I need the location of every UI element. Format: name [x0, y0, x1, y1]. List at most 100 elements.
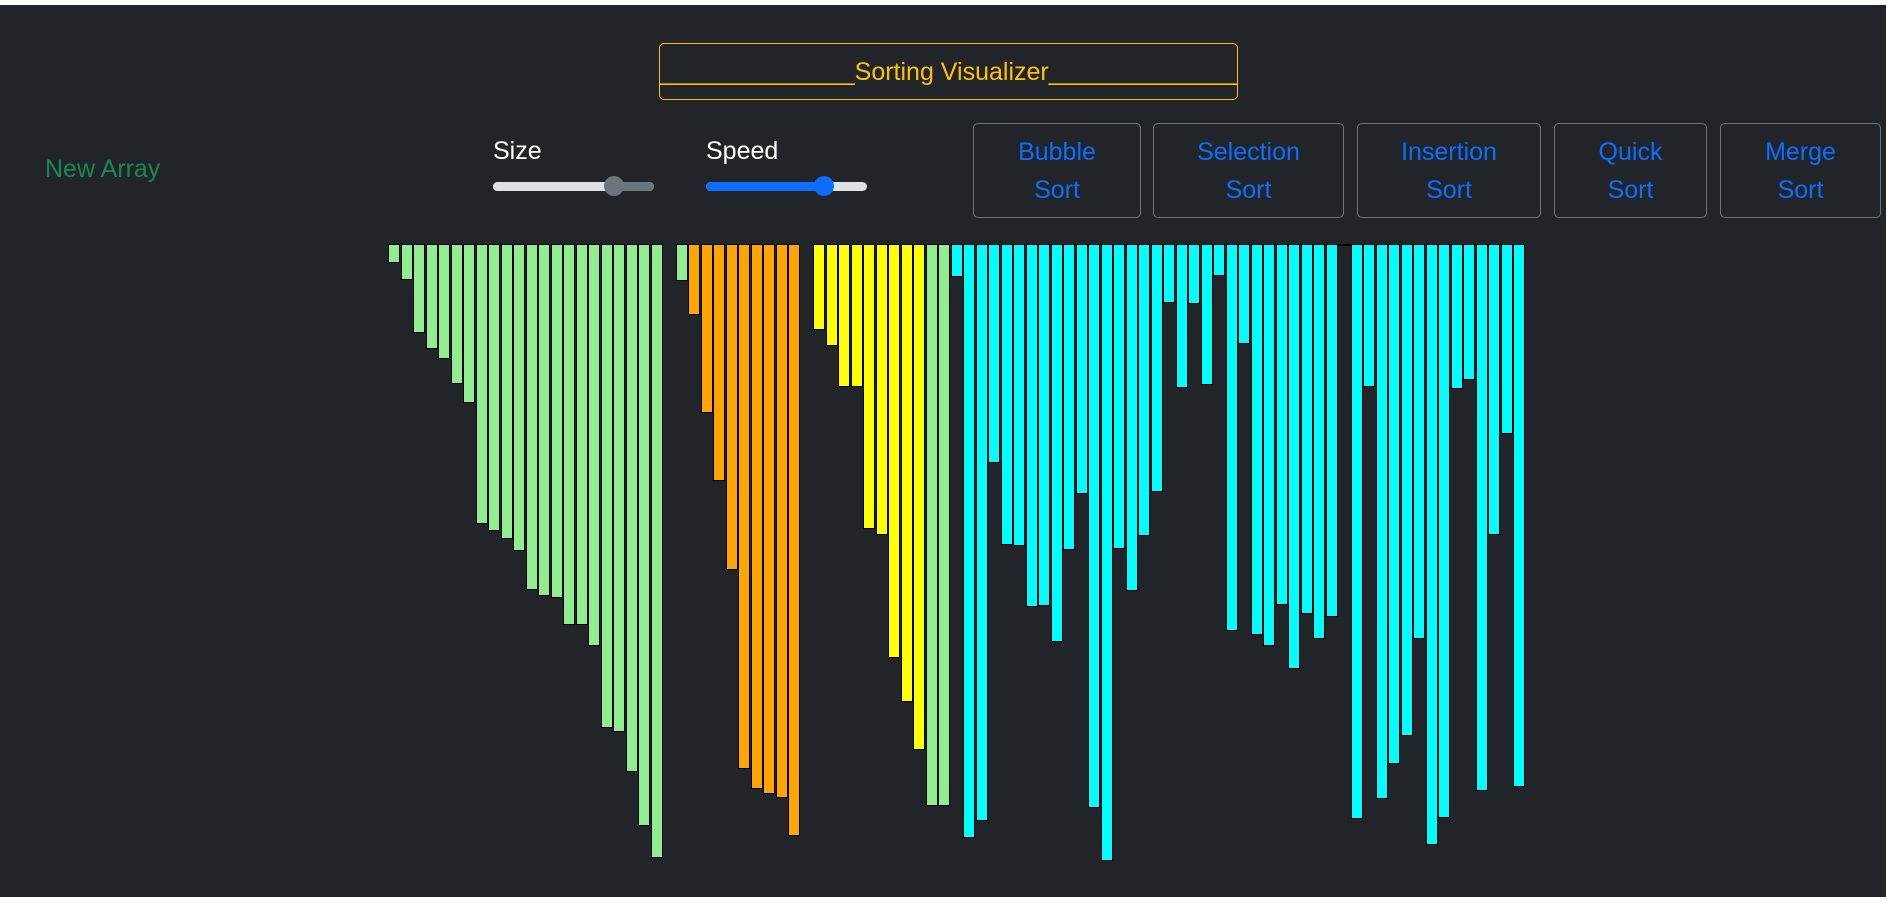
array-bar [963, 244, 975, 838]
array-bar [450, 244, 463, 384]
size-slider-thumb[interactable] [603, 176, 624, 196]
array-bar [1500, 244, 1513, 434]
array-bar [1375, 244, 1388, 799]
array-bar [1200, 244, 1213, 385]
array-bar [813, 244, 825, 330]
array-bar [1325, 244, 1338, 617]
array-bar [1438, 244, 1450, 818]
button-label-line1: Selection [1197, 137, 1300, 166]
array-bar [938, 244, 950, 806]
array-bar [1338, 244, 1350, 246]
array-bar [1113, 244, 1125, 549]
insertion-sort-button[interactable]: Insertion Sort [1357, 123, 1541, 218]
array-bar [1288, 244, 1300, 669]
size-slider[interactable] [493, 176, 654, 196]
app-window: ______________Sorting Visualizer________… [0, 5, 1886, 897]
array-bar [1313, 244, 1325, 639]
array-bar [1188, 244, 1200, 304]
array-bar [600, 244, 613, 728]
array-bar [500, 244, 513, 539]
array-bar [1263, 244, 1275, 646]
array-bar [850, 244, 863, 387]
array-bar [388, 244, 400, 263]
button-label-line1: Quick [1598, 137, 1663, 166]
array-bar [788, 244, 800, 836]
array-bar [513, 244, 525, 551]
array-bar [475, 244, 488, 524]
size-slider-fill [493, 182, 614, 191]
array-bar [613, 244, 625, 732]
array-bar [538, 244, 550, 596]
array-bar [713, 244, 725, 481]
quick-sort-button[interactable]: Quick Sort [1554, 123, 1707, 218]
array-bar [1175, 244, 1188, 388]
button-label-line2: Sort [1777, 175, 1824, 204]
array-bar [725, 244, 738, 570]
new-array-button[interactable]: New Array [45, 155, 161, 183]
array-bar [913, 244, 925, 750]
size-label: Size [493, 137, 542, 165]
array-bar [900, 244, 913, 702]
speed-slider[interactable] [706, 176, 867, 196]
array-bar [1225, 244, 1238, 631]
array-bar [863, 244, 875, 529]
array-bar [525, 244, 538, 590]
speed-slider-fill [706, 182, 824, 191]
array-bar [550, 244, 563, 598]
button-label-line2: Sort [1225, 175, 1272, 204]
array-bar [1063, 244, 1075, 550]
array-bar [1400, 244, 1413, 736]
array-bar [888, 244, 900, 658]
array-bar [1088, 244, 1100, 808]
array-bar [1038, 244, 1050, 606]
selection-sort-button[interactable]: Selection Sort [1153, 123, 1344, 218]
button-label-line2: Sort [1034, 175, 1080, 204]
array-bar [1513, 244, 1525, 787]
array-bar [1363, 244, 1375, 387]
array-bar [875, 244, 888, 535]
button-label-line2: Sort [1607, 175, 1654, 204]
array-bar [413, 244, 425, 333]
array-bar [1413, 244, 1425, 639]
array-bar [563, 244, 575, 625]
array-bar [700, 244, 713, 413]
array-bar [750, 244, 763, 789]
array-bar [775, 244, 788, 798]
array-bar [763, 244, 775, 794]
array-bar [975, 244, 988, 821]
array-bar [400, 244, 413, 280]
array-bar [1150, 244, 1163, 492]
array-bar [625, 244, 638, 772]
array-bar [1025, 244, 1038, 607]
array-bar [463, 244, 475, 403]
array-bar [1300, 244, 1313, 614]
array-bar [1475, 244, 1488, 791]
array-bar [1450, 244, 1463, 389]
speed-label: Speed [706, 137, 779, 165]
array-bar [988, 244, 1000, 463]
array-bar [1238, 244, 1250, 344]
button-label-line2: Sort [1426, 175, 1472, 204]
array-bar [638, 244, 650, 826]
array-bar [1125, 244, 1138, 591]
array-bar [1138, 244, 1150, 536]
array-bar [1000, 244, 1013, 545]
array-bar [1213, 244, 1225, 276]
array-bar [1075, 244, 1088, 494]
array-bar [650, 244, 663, 858]
size-track-end [493, 182, 654, 191]
array-bar [1100, 244, 1113, 861]
array-bar [488, 244, 500, 531]
array-bar [675, 244, 688, 281]
array-bar [838, 244, 850, 387]
array-bar [425, 244, 438, 349]
array-bar [738, 244, 750, 769]
array-bar [438, 244, 450, 359]
button-label-line1: Bubble [1018, 137, 1096, 166]
merge-sort-button[interactable]: Merge Sort [1720, 123, 1881, 218]
bubble-sort-button[interactable]: Bubble Sort [973, 123, 1141, 218]
array-bar [1275, 244, 1288, 605]
button-label-line1: Insertion [1401, 137, 1497, 166]
array-bar [1013, 244, 1025, 546]
speed-slider-thumb[interactable] [813, 176, 834, 196]
